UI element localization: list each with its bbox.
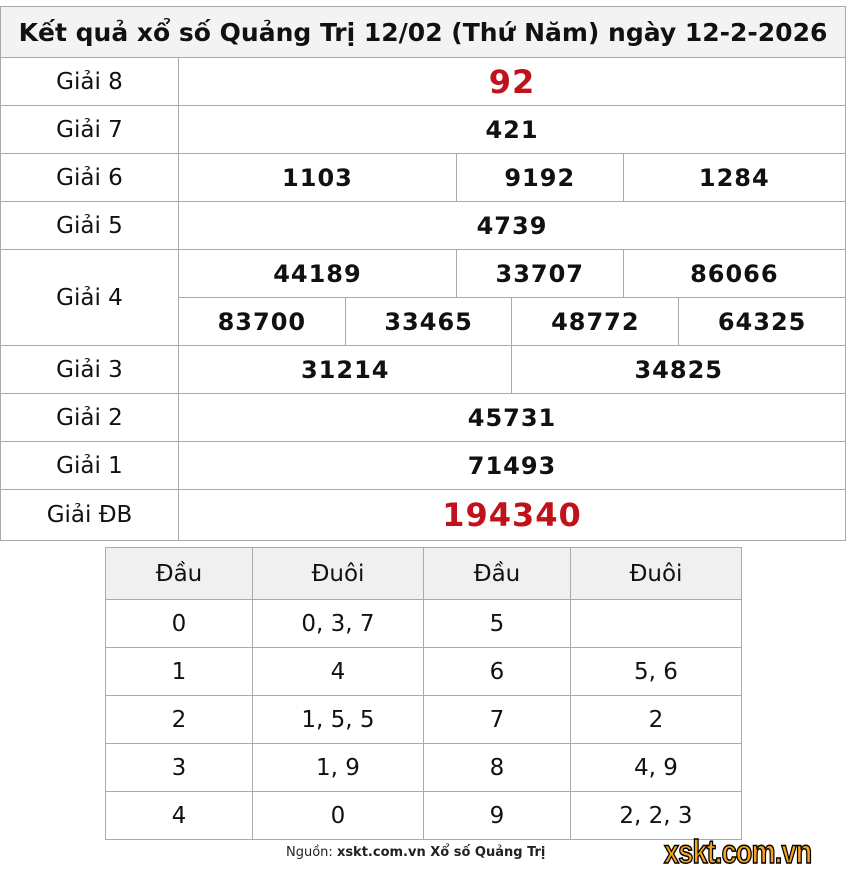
prize-label: Giải 4 xyxy=(0,249,179,346)
results-table: Kết quả xổ số Quảng Trị 12/02 (Thứ Năm) … xyxy=(0,6,846,541)
prize-number: 86066 xyxy=(622,249,846,298)
loto-cell xyxy=(570,599,742,648)
loto-header-cell: Đuôi xyxy=(252,547,424,600)
source-footer: Nguồn: xskt.com.vn Xổ số Quảng Trị xyxy=(286,845,546,860)
prize-number: 1284 xyxy=(622,153,846,202)
prize-label: Giải 5 xyxy=(0,201,179,250)
prize-label: Giải 1 xyxy=(0,441,179,490)
loto-cell: 8 xyxy=(423,743,571,792)
prize-row-special: Giải ĐB 194340 xyxy=(0,489,846,541)
loto-header-cell: Đầu xyxy=(105,547,253,600)
prize-number: 92 xyxy=(178,57,846,106)
loto-cell: 0 xyxy=(105,599,253,648)
prize-number: 1103 xyxy=(178,153,457,202)
prize-number: 48772 xyxy=(511,297,680,346)
prize-number: 421 xyxy=(178,105,846,154)
loto-table: Đầu Đuôi Đầu Đuôi 0 0, 3, 7 5 1 4 6 5, 6 2 1, 5,… xyxy=(105,547,742,840)
loto-cell: 2 xyxy=(105,695,253,744)
prize-label: Giải ĐB xyxy=(0,489,179,541)
prize-number: 4739 xyxy=(178,201,846,250)
loto-cell: 1, 5, 5 xyxy=(252,695,424,744)
prize-row-3: Giải 3 31214 34825 xyxy=(0,345,846,394)
prize-number: 45731 xyxy=(178,393,846,442)
loto-cell: 3 xyxy=(105,743,253,792)
loto-cell: 0, 3, 7 xyxy=(252,599,424,648)
loto-cell: 9 xyxy=(423,791,571,840)
prize-label: Giải 2 xyxy=(0,393,179,442)
prize-label: Giải 7 xyxy=(0,105,179,154)
prize-number: 33707 xyxy=(455,249,624,298)
prize-row-5: Giải 5 4739 xyxy=(0,201,846,250)
prize-number: 9192 xyxy=(455,153,624,202)
prize-number: 83700 xyxy=(178,297,346,346)
loto-cell: 5, 6 xyxy=(570,647,742,696)
loto-row: 3 1, 9 8 4, 9 xyxy=(105,743,742,792)
loto-cell: 7 xyxy=(423,695,571,744)
loto-cell: 4 xyxy=(252,647,424,696)
loto-cell: 2 xyxy=(570,695,742,744)
special-prize-number: 194340 xyxy=(178,489,846,541)
loto-cell: 4 xyxy=(105,791,253,840)
prize-number: 34825 xyxy=(511,345,846,394)
loto-cell: 1, 9 xyxy=(252,743,424,792)
prize-label: Giải 8 xyxy=(0,57,179,106)
loto-row: 1 4 6 5, 6 xyxy=(105,647,742,696)
prize-number: 31214 xyxy=(177,345,513,394)
loto-cell: 4, 9 xyxy=(570,743,742,792)
prize-row-1: Giải 1 71493 xyxy=(0,441,846,490)
page-title: Kết quả xổ số Quảng Trị 12/02 (Thứ Năm) … xyxy=(0,6,846,58)
prize-number: 33465 xyxy=(344,297,513,346)
prize-row-7: Giải 7 421 xyxy=(0,105,846,154)
loto-header: Đầu Đuôi Đầu Đuôi xyxy=(105,547,742,600)
prize-row-4: Giải 4 44189 33707 86066 xyxy=(0,249,846,346)
prize-label: Giải 3 xyxy=(0,345,179,394)
prize-row-6: Giải 6 1103 9192 1284 xyxy=(0,153,846,202)
site-logo: xskt.com.vn xyxy=(663,832,812,871)
loto-cell: 2, 2, 3 xyxy=(570,791,742,840)
loto-cell: 6 xyxy=(423,647,571,696)
loto-cell: 0 xyxy=(252,791,424,840)
prize-number: 71493 xyxy=(178,441,846,490)
loto-header-cell: Đầu xyxy=(423,547,571,600)
loto-cell: 1 xyxy=(105,647,253,696)
loto-header-cell: Đuôi xyxy=(570,547,742,600)
prize-row-8: Giải 8 92 xyxy=(0,57,846,106)
loto-cell: 5 xyxy=(423,599,571,648)
prize-row-2: Giải 2 45731 xyxy=(0,393,846,442)
loto-row: 4 0 9 2, 2, 3 xyxy=(105,791,742,840)
prize-number: 64325 xyxy=(678,297,846,346)
prize-label: Giải 6 xyxy=(0,153,179,202)
source-link[interactable]: xskt.com.vn Xổ số Quảng Trị xyxy=(336,845,546,860)
prize-number: 44189 xyxy=(178,249,457,298)
